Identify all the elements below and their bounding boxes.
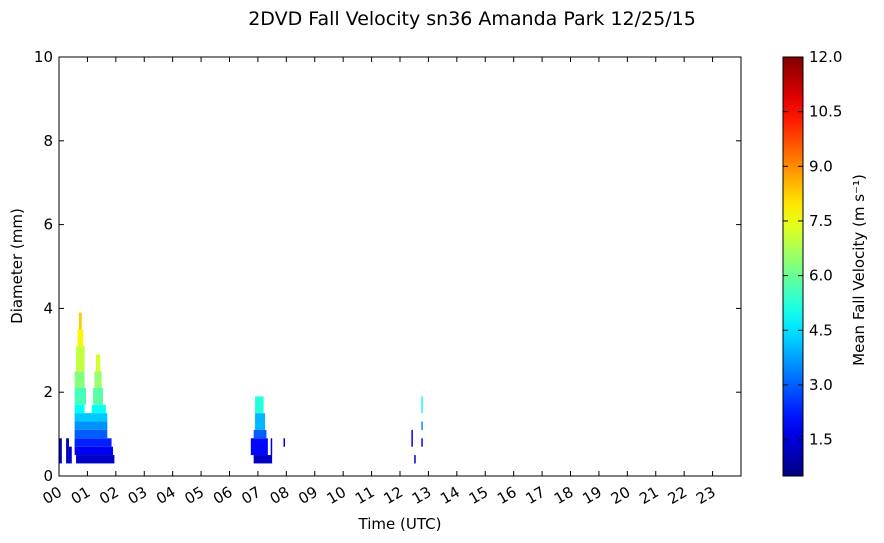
heat-cell: [74, 388, 86, 405]
x-tick-label: 06: [210, 483, 236, 508]
colorbar-tick-label: 6.0: [809, 267, 833, 285]
x-tick-label: 20: [608, 483, 634, 508]
x-tick-label: 02: [96, 483, 122, 508]
colorbar-label: Mean Fall Velocity (m s⁻¹): [850, 174, 868, 366]
chart-title: 2DVD Fall Velocity sn36 Amanda Park 12/2…: [248, 8, 696, 30]
x-tick-label: 11: [352, 483, 378, 508]
y-tick-label: 0: [43, 467, 53, 485]
colorbar-tick-label: 3.0: [809, 376, 833, 394]
x-tick-label: 05: [182, 483, 208, 508]
x-tick-label: 09: [295, 483, 321, 508]
x-tick-label: 13: [409, 483, 435, 508]
x-tick-label: 19: [579, 483, 605, 508]
heat-cell: [74, 404, 85, 414]
heat-cell: [411, 429, 413, 447]
x-tick-label: 00: [39, 483, 65, 508]
colorbar-tick-label: 4.5: [809, 321, 833, 339]
colorbar-tick-label: 10.5: [809, 103, 842, 121]
x-tick-label: 04: [153, 483, 179, 508]
colorbar-tick-label: 1.5: [809, 431, 833, 449]
heat-cell: [283, 438, 285, 447]
colorbar-tick-label: 7.5: [809, 212, 833, 230]
heat-cell: [93, 388, 104, 405]
heat-cell: [68, 446, 72, 464]
x-tick-label: 18: [551, 483, 577, 508]
x-tick-label: 17: [523, 483, 549, 508]
heat-cell: [255, 396, 264, 414]
colorbar-tick-label: 12.0: [809, 48, 842, 66]
heat-cell: [270, 438, 273, 456]
x-tick-label: 23: [693, 483, 719, 508]
heat-cell: [76, 346, 85, 372]
heat-cell: [74, 446, 113, 456]
heat-cell: [77, 329, 84, 347]
x-tick-label: 07: [238, 483, 264, 508]
x-tick-label: 01: [68, 483, 94, 508]
x-tick-label: 22: [665, 483, 691, 508]
heat-cell: [253, 429, 267, 439]
heat-cell: [421, 396, 423, 414]
x-tick-label: 12: [380, 483, 406, 508]
heat-cell: [74, 413, 108, 422]
plot-frame: [58, 56, 742, 477]
heat-cell: [59, 438, 62, 464]
y-tick-label: 2: [43, 383, 53, 401]
heat-cell: [255, 413, 266, 430]
heat-cell: [421, 438, 423, 447]
y-tick-label: 6: [43, 216, 53, 234]
x-tick-label: 14: [437, 483, 463, 508]
heat-cell: [91, 404, 106, 414]
heat-cell: [74, 438, 112, 447]
x-tick-label: 15: [466, 483, 492, 508]
heat-cell: [74, 421, 108, 430]
x-tick-label: 21: [636, 483, 662, 508]
heat-cell: [414, 455, 416, 464]
x-axis-label: Time (UTC): [358, 515, 442, 533]
heat-cell: [74, 371, 85, 389]
x-tick-label: 08: [267, 483, 293, 508]
colorbar: [782, 56, 804, 477]
heat-cell: [95, 354, 101, 372]
heat-cell: [250, 438, 268, 456]
x-tick-label: 16: [494, 483, 520, 508]
heat-cell: [421, 421, 423, 430]
y-tick-label: 8: [43, 132, 53, 150]
heat-cell: [94, 371, 102, 389]
heat-cell: [66, 438, 69, 464]
x-tick-label: 10: [324, 483, 350, 508]
heat-cell: [78, 312, 82, 330]
heat-cell: [253, 455, 273, 464]
heat-cell: [74, 429, 108, 439]
y-tick-label: 4: [43, 299, 53, 317]
x-tick-label: 03: [125, 483, 151, 508]
y-axis-label: Diameter (mm): [8, 208, 26, 324]
colorbar-tick-label: 9.0: [809, 157, 833, 175]
y-tick-label: 10: [34, 48, 53, 66]
heat-cell: [76, 455, 115, 464]
